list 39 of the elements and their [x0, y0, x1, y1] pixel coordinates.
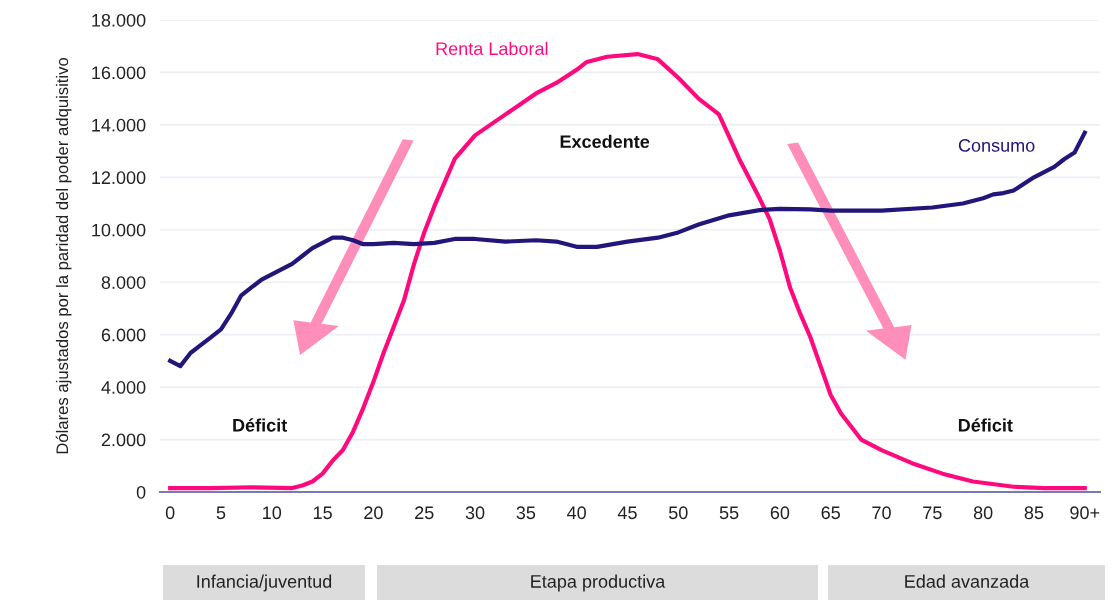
x-tick-label: 70 [872, 506, 891, 520]
x-tick-label: 20 [364, 506, 383, 520]
x-tick-label: 30 [465, 506, 485, 520]
series-label: Renta Laboral [436, 41, 548, 56]
annotation: Déficit [233, 418, 288, 432]
text: Edad avanzada [905, 574, 1030, 588]
y-tick-label: 12.000 [92, 171, 146, 185]
y-tick-label: 8.000 [101, 276, 146, 289]
x-tick-label: 15 [313, 506, 332, 520]
x-tick-label: 80 [973, 506, 993, 520]
annotation: Déficit [958, 418, 1013, 432]
x-tick-label: 10 [263, 506, 282, 520]
x-tick-label: 75 [923, 506, 942, 520]
x-tick-label: 5 [216, 506, 226, 520]
text: Etapa productiva [531, 574, 666, 592]
x-tick-label: 85 [1024, 506, 1044, 520]
x-tick-label: 25 [415, 506, 434, 520]
x-tick-label: 50 [668, 506, 688, 520]
x-tick-label: 60 [770, 506, 790, 520]
x-tick-label: 45 [617, 506, 637, 520]
series-label: Consumo [958, 139, 1035, 152]
annotation: Excedente [560, 134, 650, 149]
y-tick-label: 18.000 [92, 13, 146, 27]
y-tick-label: 2.000 [101, 433, 146, 447]
y-tick-label: 6.000 [101, 328, 146, 342]
y-tick-label: 10.000 [92, 223, 146, 237]
line-series [168, 130, 1087, 369]
x-tick-label: 55 [719, 506, 739, 520]
x-tick-label: 0 [165, 506, 175, 520]
y-tick-label: 16.000 [92, 66, 146, 80]
x-tick-label: 90+ [1070, 506, 1100, 520]
text: Infancia/juventud [197, 574, 332, 592]
x-tick-label: 65 [821, 506, 840, 520]
y-tick-label: 0 [136, 485, 146, 499]
x-tick-label: 35 [516, 506, 536, 520]
y-tick-label: 4.000 [101, 381, 146, 394]
x-tick-label: 40 [567, 506, 586, 520]
y-tick-label: 14.000 [92, 118, 146, 132]
y-axis-title: Dólares ajustados por la paridad del poder adquisitivo [55, 57, 72, 454]
